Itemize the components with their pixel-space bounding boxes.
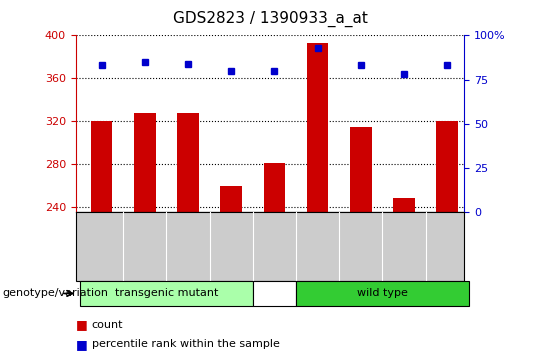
Bar (350, 127, 372, 354)
Text: ■: ■ (76, 319, 87, 331)
Bar (177, 113, 199, 354)
Text: transgenic mutant: transgenic mutant (114, 289, 218, 298)
Text: wild type: wild type (357, 289, 408, 298)
Text: count: count (92, 320, 123, 330)
Text: ■: ■ (76, 338, 87, 351)
Bar (264, 163, 285, 354)
Bar (436, 121, 458, 354)
Bar (393, 199, 415, 354)
Text: GDS2823 / 1390933_a_at: GDS2823 / 1390933_a_at (173, 11, 367, 27)
Text: percentile rank within the sample: percentile rank within the sample (92, 339, 280, 349)
Bar (220, 185, 242, 354)
Bar (91, 121, 112, 354)
Bar (134, 113, 156, 354)
Bar (307, 43, 328, 354)
Text: genotype/variation: genotype/variation (3, 289, 109, 298)
